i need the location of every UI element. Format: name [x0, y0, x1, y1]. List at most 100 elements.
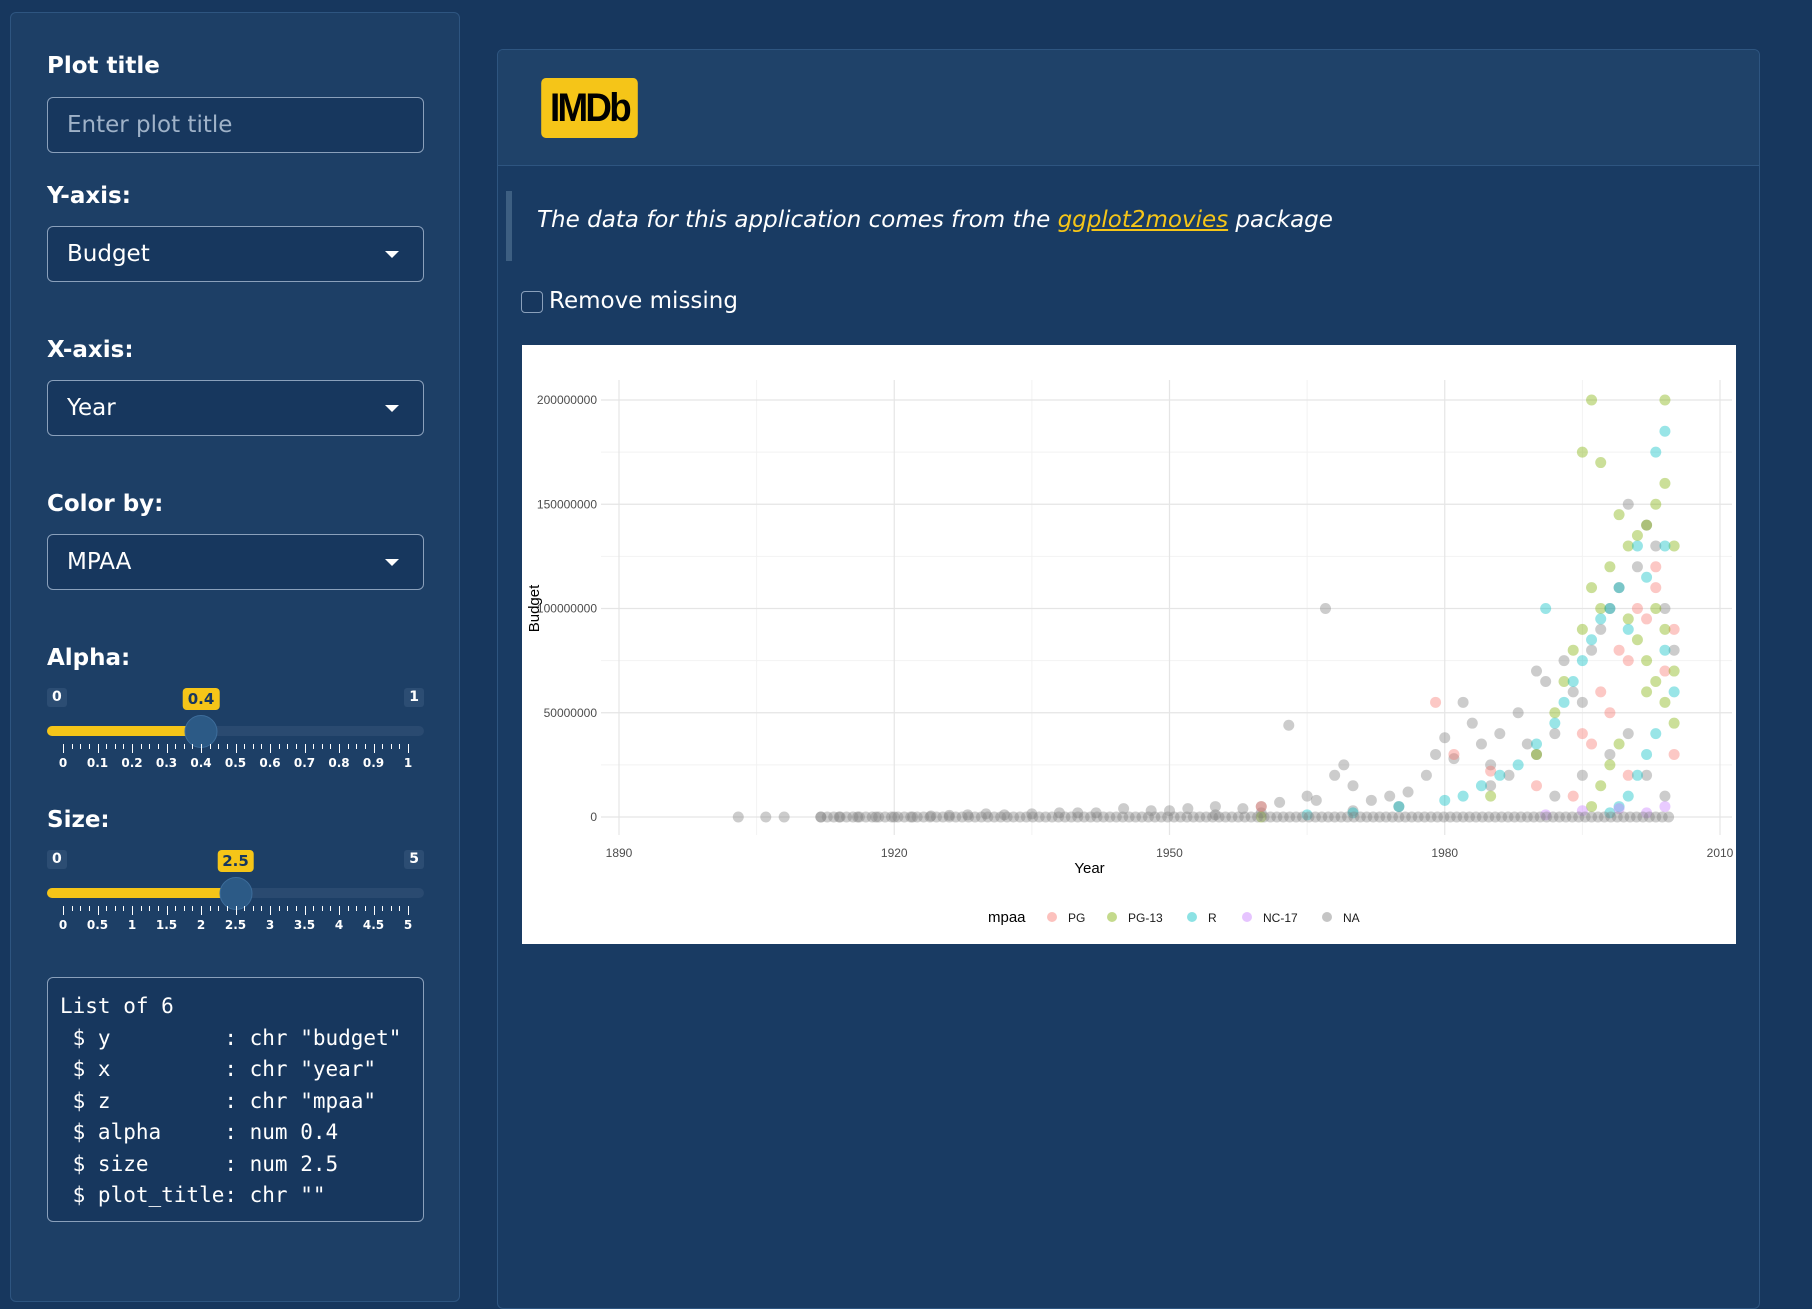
point-na — [1008, 811, 1020, 823]
point-na — [1274, 796, 1286, 808]
point-na — [873, 811, 885, 823]
size-minor-tick — [244, 906, 246, 911]
point-na — [1384, 790, 1396, 802]
point-pg — [1631, 603, 1643, 614]
point-na — [1026, 808, 1038, 820]
point-na — [1483, 811, 1495, 823]
size-minor-tick — [356, 906, 358, 911]
alpha-minor-tick — [149, 744, 151, 749]
point-na — [911, 811, 923, 823]
point-pg — [1485, 765, 1497, 777]
point-pg-13 — [1631, 634, 1643, 646]
point-pg-13 — [1576, 623, 1588, 635]
alpha-minor-tick — [364, 744, 366, 749]
point-na — [1431, 811, 1443, 823]
point-pg — [1659, 665, 1671, 677]
point-r — [1631, 769, 1643, 781]
point-na — [870, 811, 882, 823]
point-na — [1258, 811, 1270, 823]
color-by-select[interactable]: MPAA — [47, 534, 424, 590]
remove-missing-label[interactable]: Remove missing — [549, 288, 738, 314]
plot-title-input[interactable] — [67, 112, 407, 138]
size-tick-label: 0.5 — [86, 918, 109, 932]
point-na — [1541, 811, 1553, 823]
point-na — [888, 811, 900, 823]
size-minor-tick — [88, 906, 90, 911]
point-na — [1576, 696, 1588, 708]
point-r — [1604, 807, 1616, 819]
point-na — [1659, 790, 1671, 802]
remove-missing-checkbox[interactable] — [521, 291, 543, 313]
description-text: The data for this application comes from… — [537, 207, 1333, 233]
size-minor-tick — [252, 906, 254, 911]
alpha-minor-tick — [347, 744, 349, 749]
point-pg — [1613, 644, 1625, 656]
size-tick — [97, 906, 99, 915]
point-r — [1531, 738, 1542, 750]
point-na — [1319, 603, 1331, 614]
size-slider[interactable]: 0 5 2.5 0 0.5 1 1.5 2 2.5 3 3.5 4 4.5 5 — [47, 850, 424, 950]
alpha-slider[interactable]: 0 1 0.4 0 0.1 0.2 0.3 0.4 0.5 0.6 0.7 0.8 0.9 1 — [47, 688, 424, 788]
point-na — [1335, 811, 1347, 823]
alpha-minor-tick — [114, 744, 116, 749]
point-r — [1604, 603, 1616, 614]
point-na — [1475, 738, 1487, 750]
size-minor-tick — [321, 906, 323, 911]
point-r — [1641, 571, 1653, 583]
point-na — [1659, 603, 1671, 614]
point-na — [853, 811, 865, 823]
point-na — [998, 809, 1010, 821]
point-na — [1155, 811, 1167, 823]
alpha-minor-tick — [278, 744, 280, 749]
x-axis-select[interactable]: Year — [47, 380, 424, 436]
point-pg-13 — [1668, 717, 1680, 729]
point-na — [860, 811, 872, 823]
description-suffix: package — [1228, 207, 1333, 233]
point-r — [1540, 603, 1552, 614]
point-na — [907, 811, 919, 823]
point-na — [892, 811, 904, 823]
alpha-tick-label: 0.2 — [121, 756, 143, 770]
point-na — [1650, 811, 1662, 823]
point-pg-13 — [1586, 394, 1598, 406]
alpha-handle[interactable] — [184, 715, 218, 748]
point-na — [1531, 665, 1542, 677]
point-na — [1470, 811, 1482, 823]
size-tick — [63, 906, 64, 915]
size-minor-tick — [382, 906, 384, 911]
size-minor-tick — [192, 906, 194, 911]
size-minor-tick — [330, 906, 332, 911]
x-axis-label: X-axis: — [47, 337, 134, 363]
point-na — [1560, 811, 1572, 823]
alpha-tick-label: 0.3 — [155, 756, 178, 770]
point-na — [1553, 811, 1565, 823]
size-minor-tick — [71, 906, 73, 911]
plot-title-field[interactable] — [47, 97, 424, 153]
ggplot2movies-link[interactable]: ggplot2movies — [1057, 207, 1229, 233]
point-na — [1485, 780, 1497, 792]
y-tick-label: 100000000 — [537, 602, 597, 616]
alpha-minor-tick — [399, 744, 401, 749]
point-na — [815, 811, 827, 823]
point-pg-13 — [1558, 675, 1570, 687]
point-pg-13 — [1668, 540, 1680, 552]
legend-label: NA — [1343, 911, 1360, 925]
point-na — [1059, 811, 1071, 823]
alpha-minor-tick — [183, 744, 185, 749]
point-na — [879, 811, 891, 823]
alpha-track[interactable] — [47, 726, 424, 736]
point-na — [1072, 807, 1084, 819]
point-na — [1209, 809, 1221, 821]
size-minor-tick — [80, 906, 82, 911]
y-tick-label: 150000000 — [537, 497, 597, 511]
point-na — [1502, 811, 1514, 823]
y-axis-select[interactable]: Budget — [47, 226, 424, 282]
point-na — [1534, 811, 1546, 823]
size-tick — [201, 906, 202, 915]
alpha-tick — [304, 744, 306, 753]
y-tick-label: 50000000 — [544, 706, 598, 720]
point-na — [1277, 811, 1289, 823]
point-na — [1586, 811, 1598, 823]
alpha-min-label: 0 — [47, 688, 67, 707]
point-r — [1567, 675, 1579, 687]
